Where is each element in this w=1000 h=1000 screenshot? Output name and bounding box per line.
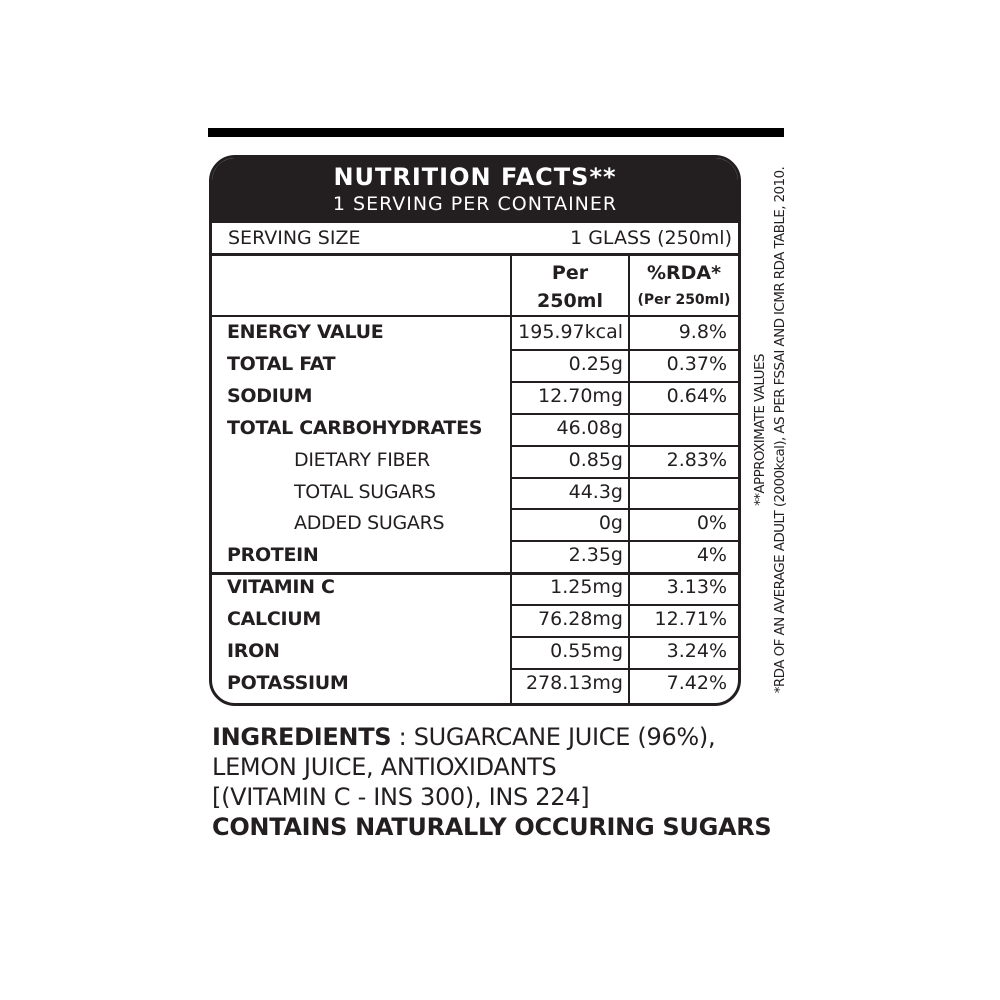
panel-header: NUTRITION FACTS** 1 SERVING PER CONTAINE… (212, 158, 738, 223)
ingredients: INGREDIENTS : SUGARCANE JUICE (96%), LEM… (212, 722, 812, 842)
nutrient-rda: 0.37% (666, 352, 727, 375)
nutrient-amount: 195.97kcal (518, 321, 623, 343)
nutrient-name: SODIUM (227, 384, 313, 407)
rda-header: %RDA* (Per 250ml) (630, 256, 738, 319)
nutrition-facts-panel: NUTRITION FACTS** 1 SERVING PER CONTAINE… (209, 155, 741, 706)
nutrient-amount: 76.28mg (538, 608, 623, 631)
ingredients-line-1: : SUGARCANE JUICE (96%), (391, 723, 716, 751)
panel-title: NUTRITION FACTS** (333, 163, 617, 191)
column-divider (510, 253, 512, 703)
nutrient-rda: 7.42% (666, 671, 727, 694)
approximate-values-note: **APPROXIMATE VALUES (752, 354, 768, 506)
footnotes: **APPROXIMATE VALUES *RDA OF AN AVERAGE … (750, 140, 794, 720)
nutrient-name: TOTAL CARBOHYDRATES (227, 416, 483, 439)
rda-note: *RDA OF AN AVERAGE ADULT (2000kcal), AS … (772, 166, 788, 694)
section-divider (212, 572, 738, 576)
nutrient-amount: 2.35g (568, 544, 623, 567)
row-divider (512, 412, 738, 415)
row-divider (512, 636, 738, 638)
row-divider (512, 540, 738, 543)
nutrient-row: PROTEIN 2.35g 4% (212, 540, 738, 571)
nutrient-amount: 44.3g (568, 480, 623, 503)
nutrient-rda: 12.71% (654, 608, 727, 631)
nutrient-name: TOTAL FAT (227, 352, 336, 375)
nutrient-row: ENERGY VALUE 195.97kcal 9.8% (212, 317, 738, 348)
serving-size-label: SERVING SIZE (228, 227, 361, 249)
nutrient-row: ADDED SUGARS 0g 0% (212, 508, 738, 539)
rda-header-line1: %RDA* (646, 262, 722, 284)
nutrient-row: DIETARY FIBER 0.85g 2.83% (212, 444, 738, 476)
row-divider (512, 444, 738, 447)
nutrient-row: SODIUM 12.70mg 0.64% (212, 380, 738, 412)
serving-size-row: SERVING SIZE 1 GLASS (250ml) (212, 223, 738, 256)
nutrient-rda: 9.8% (678, 321, 727, 343)
top-rule (208, 128, 784, 137)
nutrient-row: IRON 0.55mg 3.24% (212, 636, 738, 667)
nutrient-amount: 12.70mg (538, 384, 623, 407)
row-divider (512, 380, 738, 383)
nutrient-name: TOTAL SUGARS (294, 480, 436, 503)
nutrient-row: TOTAL CARBOHYDRATES 46.08g (212, 412, 738, 444)
ingredients-line-2: LEMON JUICE, ANTIOXIDANTS (212, 753, 557, 781)
nutrient-amount: 0.25g (568, 352, 623, 375)
row-divider (512, 604, 738, 607)
nutrient-name: VITAMIN C (227, 576, 335, 599)
sugar-statement: CONTAINS NATURALLY OCCURING SUGARS (212, 813, 772, 841)
nutrient-rda: 3.24% (666, 640, 727, 662)
ingredients-label: INGREDIENTS (212, 723, 392, 751)
nutrient-amount: 0.85g (568, 448, 623, 471)
nutrient-amount: 0.55mg (550, 640, 623, 662)
nutrient-name: ENERGY VALUE (227, 321, 384, 343)
serving-size-value: 1 GLASS (250ml) (570, 227, 732, 249)
nutrient-amount: 1.25mg (550, 576, 623, 599)
nutrient-amount: 46.08g (556, 416, 623, 439)
nutrient-rda: 4% (696, 544, 727, 567)
row-divider (512, 476, 738, 479)
rda-header-line2: (Per 250ml) (637, 292, 731, 308)
header-divider (212, 315, 738, 317)
nutrient-row: CALCIUM 76.28mg 12.71% (212, 604, 738, 635)
ingredients-line-3: [(VITAMIN C - INS 300), INS 224] (212, 783, 590, 811)
nutrient-name: CALCIUM (227, 608, 322, 631)
nutrient-rda: 0% (696, 512, 727, 535)
nutrient-row: TOTAL FAT 0.25g 0.37% (212, 348, 738, 380)
per-serving-header: Per 250ml (512, 256, 628, 319)
row-divider (512, 667, 738, 670)
nutrient-rda: 2.83% (666, 448, 727, 471)
nutrient-row: VITAMIN C 1.25mg 3.13% (212, 572, 738, 603)
nutrient-name: PROTEIN (227, 544, 319, 567)
nutrient-name: POTASSIUM (227, 671, 349, 694)
nutrient-rda: 0.64% (666, 384, 727, 407)
servings-per-container: 1 SERVING PER CONTAINER (332, 193, 618, 215)
nutrient-name: ADDED SUGARS (294, 512, 445, 535)
nutrient-amount: 278.13mg (525, 671, 623, 694)
nutrient-row: TOTAL SUGARS 44.3g (212, 476, 738, 508)
row-divider (512, 508, 738, 511)
nutrient-rda: 3.13% (666, 576, 727, 599)
nutrient-name: IRON (227, 640, 280, 662)
nutrient-amount: 0g (598, 512, 623, 535)
per-serving-header-line1: Per (551, 262, 589, 284)
per-serving-header-line2: 250ml (537, 290, 603, 312)
row-divider (512, 348, 738, 351)
nutrient-name: DIETARY FIBER (294, 448, 430, 471)
nutrient-row: POTASSIUM 278.13mg 7.42% (212, 667, 738, 699)
